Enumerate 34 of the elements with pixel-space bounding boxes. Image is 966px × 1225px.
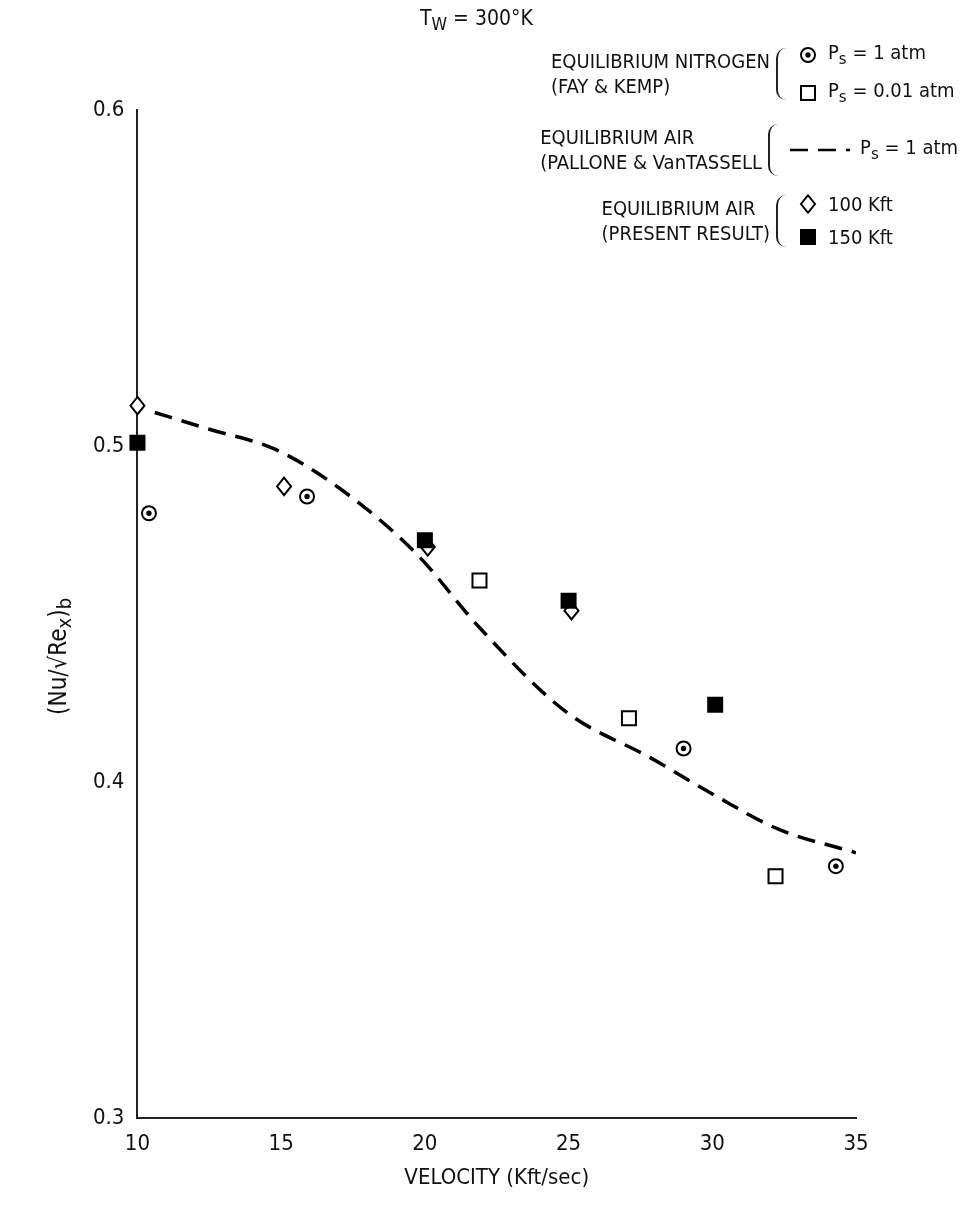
y-tick-label: 0.6 [93,95,125,121]
point [129,434,146,451]
x-tick-label: 30 [699,1130,725,1156]
y-tick-label: 0.5 [93,431,125,457]
point [707,696,724,713]
legend-label: 100 Kft [828,191,893,217]
x-axis-title: VELOCITY (Kft/sec) [404,1163,590,1189]
legend-label: P$_{s}$ = 0.01 atm [828,77,955,108]
text: EQUILIBRIUM NITROGEN (FAY & KEMP) [550,48,770,99]
point [767,868,784,885]
annotation: EQUILIBRIUM AIR (PRESENT RESULT) [601,195,770,246]
legend-label: 150 Kft [828,224,893,250]
annotation: EQUILIBRIUM AIR (PALLONE & VanTASSELL [540,124,763,175]
point [827,858,844,875]
y-tick-label: 0.4 [93,767,125,793]
point [620,710,637,727]
point [560,592,577,609]
point [416,532,433,549]
x-tick-label: 15 [268,1130,294,1156]
point [276,476,293,497]
x-tick-label: 35 [843,1130,869,1156]
legend-label: P$_{s}$ = 1 atm [860,134,958,165]
line-series [152,410,856,855]
point [471,572,488,589]
chart-title: T$_{W}$ = 300°K [420,6,533,35]
x-tick-label: 25 [555,1130,582,1156]
x-tick-label: 20 [412,1130,438,1156]
point [140,505,157,522]
point [129,395,146,416]
legend-label: P$_{s}$ = 1 atm [828,40,926,70]
x-tick-label: 10 [124,1130,151,1156]
point [675,740,692,757]
point [299,488,316,505]
y-tick-label: 0.3 [93,1103,125,1129]
